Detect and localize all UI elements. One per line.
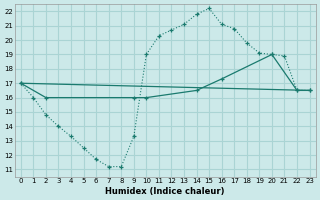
X-axis label: Humidex (Indice chaleur): Humidex (Indice chaleur)	[106, 187, 225, 196]
